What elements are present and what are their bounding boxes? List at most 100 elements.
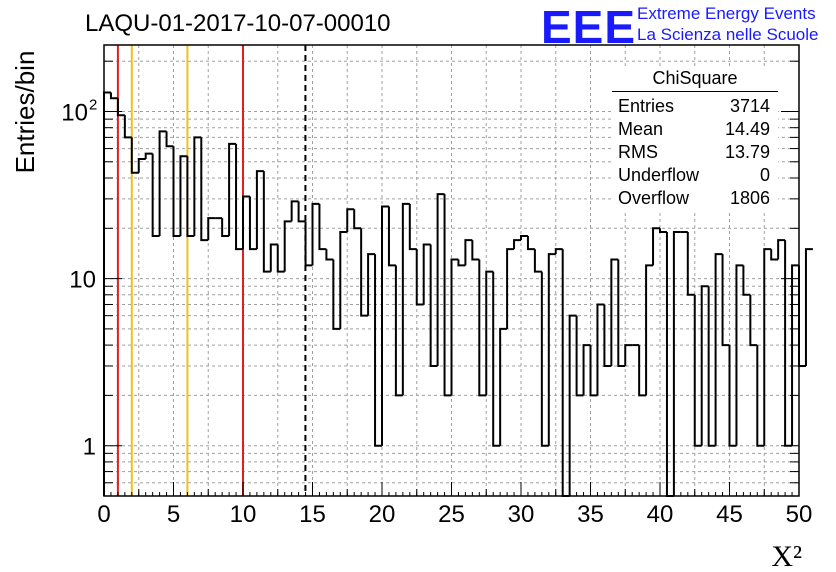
histogram-bin — [325, 249, 334, 261]
histogram-bin — [200, 137, 209, 242]
eee-logo-text: Extreme Energy Events La Scienza nelle S… — [637, 3, 818, 45]
histogram-bin — [610, 258, 619, 366]
histogram-bin — [242, 195, 250, 250]
histogram-bin — [478, 259, 487, 397]
histogram-bin — [499, 327, 508, 446]
histogram-bin — [763, 248, 772, 446]
histogram-bin — [248, 196, 257, 251]
histogram-bin — [728, 345, 737, 447]
histogram-bin — [144, 152, 153, 159]
histogram-bin — [255, 170, 264, 250]
x-tick-label: 30 — [508, 501, 535, 528]
histogram-bin — [735, 264, 744, 446]
histogram-bin — [179, 155, 188, 236]
histogram-bin — [304, 221, 313, 267]
histogram-bin — [401, 202, 410, 396]
histogram-bin — [137, 157, 146, 173]
histogram-bin — [297, 201, 306, 223]
histogram-bin — [520, 234, 528, 241]
histogram-bin — [221, 218, 230, 237]
histogram-bin — [665, 232, 674, 497]
histogram-bin — [450, 258, 459, 396]
histogram-bin — [652, 227, 660, 266]
histogram-bin — [283, 220, 292, 272]
x-tick-label: 15 — [299, 501, 326, 528]
histogram-bin — [415, 249, 424, 306]
histogram-bin — [151, 153, 160, 237]
x-tick-labels: 0 5 10 15 20 25 30 35 40 45 50 — [97, 501, 812, 528]
y-axis-label: Entries/bin — [10, 51, 40, 174]
histogram-bin — [742, 265, 751, 296]
histogram-bin — [262, 171, 271, 273]
histogram-bin — [798, 265, 806, 367]
histogram-bin — [436, 193, 445, 366]
histogram-bin — [526, 235, 535, 251]
stats-value: 14.49 — [724, 119, 770, 139]
histogram-bin — [276, 244, 285, 273]
x-tick-label: 35 — [577, 501, 604, 528]
histogram-bin — [193, 136, 202, 236]
x-tick-label: 40 — [647, 501, 674, 528]
histogram-bin — [422, 243, 431, 305]
histogram-bin — [714, 253, 723, 446]
stats-value: 0 — [759, 165, 770, 185]
marker-lines — [116, 45, 307, 496]
stats-value: 1806 — [729, 188, 770, 208]
histogram-bin — [804, 248, 813, 366]
histogram-bin — [603, 304, 612, 367]
histogram-bin — [381, 205, 389, 446]
histogram-bin — [228, 142, 237, 236]
histogram-bin — [360, 228, 369, 317]
stats-label: RMS — [618, 142, 658, 162]
axis-ticks — [103, 60, 800, 497]
histogram-bin — [492, 271, 501, 447]
grid-lines — [104, 45, 799, 497]
stats-row: Mean 14.49 — [612, 118, 778, 141]
stats-row: Underflow 0 — [612, 164, 778, 187]
histogram-bin — [506, 248, 515, 329]
histogram-bin — [533, 249, 542, 273]
histogram-bin — [672, 231, 681, 496]
histogram-bin — [540, 271, 549, 447]
eee-logo: EEE — [541, 1, 637, 53]
histogram-bin — [554, 248, 563, 255]
histogram-bin — [485, 270, 494, 396]
histogram-bin — [353, 209, 362, 230]
histogram-bin — [186, 156, 195, 237]
y-tick-label-exponent: 2 — [89, 96, 97, 113]
stats-value: 13.79 — [724, 142, 770, 162]
stats-box: ChiSquare Entries 3714 Mean 14.49 RMS 13… — [612, 66, 778, 210]
histogram-bin — [367, 253, 376, 316]
histogram-bin — [686, 232, 695, 296]
stats-label: Mean — [618, 119, 664, 139]
histogram-bin — [777, 239, 786, 260]
histogram-bin — [700, 285, 709, 446]
histogram-bin — [575, 315, 584, 397]
chart-title: LAQU-01-2017-10-07-00010 — [85, 10, 391, 37]
histogram-bin — [457, 259, 466, 267]
y-tick-label: 10 — [61, 99, 88, 126]
histogram-bin — [638, 345, 647, 397]
histogram-bin — [339, 231, 348, 329]
histogram-bin — [109, 92, 118, 100]
histogram-bin — [547, 253, 556, 446]
stats-row: Overflow 1806 — [612, 187, 778, 210]
histogram-bin — [429, 244, 438, 367]
histogram-bin — [770, 249, 779, 261]
histogram-bin — [116, 98, 125, 117]
histogram-bin — [158, 130, 167, 236]
histogram-bin — [464, 239, 473, 266]
histogram-bin — [123, 115, 132, 139]
histogram-bin — [617, 259, 626, 367]
y-tick-label: 1 — [83, 434, 96, 461]
histogram-bin — [582, 344, 591, 396]
stats-value: 3714 — [729, 96, 770, 116]
histogram-bin — [408, 203, 417, 251]
histogram-bin — [589, 345, 598, 397]
stats-row: RMS 13.79 — [612, 141, 778, 164]
logo-line-2: La Scienza nelle Scuole — [637, 25, 819, 44]
histogram-bin — [207, 217, 216, 241]
stats-title: ChiSquare — [612, 66, 778, 92]
